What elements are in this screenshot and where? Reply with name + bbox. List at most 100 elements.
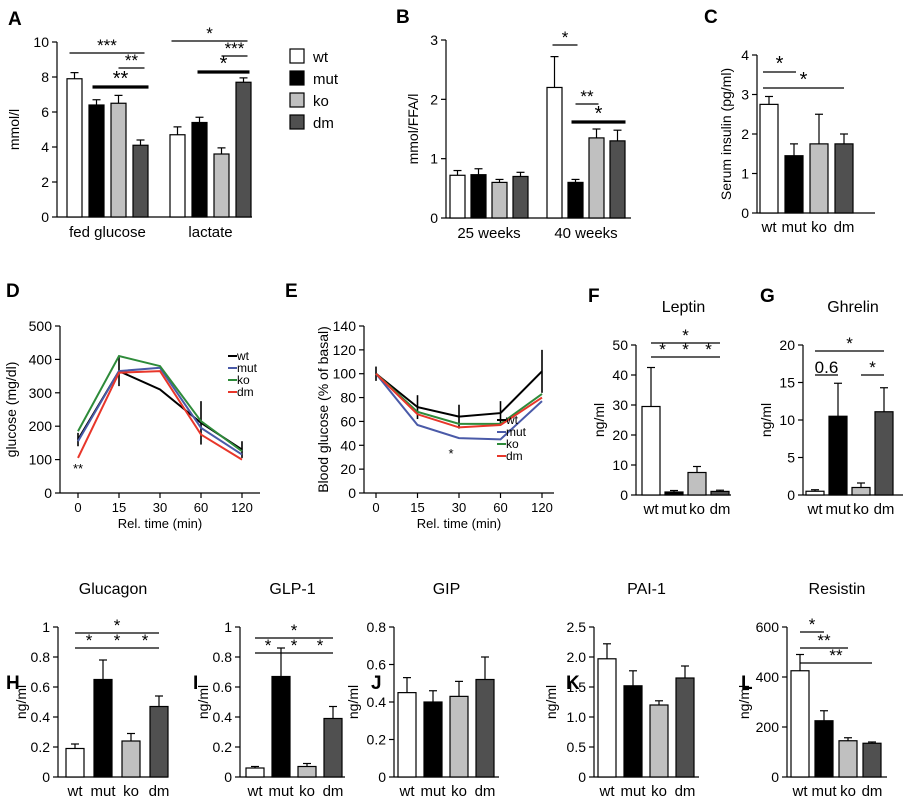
- panel-label-E: E: [285, 281, 298, 302]
- C-wt-bar: [759, 103, 779, 214]
- legend-label-wt: wt: [312, 49, 329, 66]
- A-wt-bar: [66, 78, 83, 218]
- A-ylabel: mmol/l: [6, 109, 22, 150]
- E-xtick-label: 0: [372, 500, 379, 515]
- B-sig-label: *: [562, 28, 569, 47]
- A-ytick-label: 4: [41, 139, 49, 155]
- D-xlabel: Rel. time (min): [118, 516, 203, 531]
- F-sig-label: *: [682, 326, 689, 345]
- L-wt-bar: [790, 670, 810, 778]
- L-ko-bar: [838, 740, 858, 778]
- B-mut-bar: [470, 174, 487, 219]
- A-sig-label: **: [125, 51, 139, 70]
- D-ytick-label: 500: [29, 318, 53, 334]
- K-ytick-label: 1.5: [567, 679, 587, 695]
- C-ytick-label: 4: [741, 47, 749, 63]
- H-ytick-label: 0: [42, 769, 50, 785]
- I-dm-bar: [323, 717, 343, 778]
- A-ytick-label: 2: [41, 174, 49, 190]
- G-mut-bar: [828, 415, 848, 496]
- E-xtick-label: 15: [410, 500, 424, 515]
- E-xlabel: Rel. time (min): [417, 516, 502, 531]
- A-ytick-label: 10: [33, 34, 49, 50]
- H-xtick-label: mut: [90, 783, 116, 800]
- A-mut-bar: [88, 104, 105, 218]
- legend-label-dm: dm: [313, 115, 334, 132]
- E-legend-label-wt: wt: [505, 413, 519, 427]
- G-sig-label: 0.6: [815, 358, 839, 377]
- E-legend-label-mut: mut: [506, 425, 527, 439]
- I-ytick-label: 0.8: [213, 649, 233, 665]
- E-ytick-label: 140: [333, 318, 357, 334]
- A-category-label: fed glucose: [69, 224, 146, 241]
- G-ytick-label: 10: [779, 412, 795, 428]
- K-xtick-label: dm: [675, 783, 696, 800]
- H-ytick-label: 0.2: [31, 739, 51, 755]
- E-ytick-label: 0: [348, 485, 356, 501]
- A-category-label: lactate: [188, 224, 232, 241]
- D-ytick-label: 300: [29, 385, 53, 401]
- C-dm-bar: [834, 143, 854, 214]
- panel-label-I: I: [193, 673, 198, 694]
- E-ytick-label: 60: [340, 413, 356, 429]
- A-ytick-label: 8: [41, 69, 49, 85]
- I-sig-label: *: [291, 636, 298, 655]
- F-xtick-label: dm: [710, 501, 731, 518]
- E-ylabel: Blood glucose (% of basal): [315, 326, 331, 493]
- C-xtick-label: wt: [761, 219, 778, 236]
- J-ytick-label: 0.8: [367, 619, 387, 635]
- G-ytick-label: 5: [787, 450, 795, 466]
- C-xtick-label: mut: [781, 219, 807, 236]
- F-sig-label: *: [682, 340, 689, 359]
- B-ytick-label: 3: [430, 32, 438, 48]
- K-xtick-label: ko: [651, 783, 667, 800]
- A-dm-bar: [132, 144, 149, 218]
- I-sig-label: *: [317, 636, 324, 655]
- C-ytick-label: 1: [741, 166, 749, 182]
- B-ko-bar: [491, 181, 508, 219]
- J-ytick-label: 0: [378, 769, 386, 785]
- panel-K: K PAI-1 0 0.5 1.0 1.5 2.0 2.5 ng/ml wt mut ko dm: [543, 581, 699, 800]
- C-ylabel: Serum insulin (pg/ml): [718, 68, 734, 200]
- H-wt-bar: [65, 747, 85, 778]
- F-ytick-label: 30: [612, 397, 628, 413]
- I-ylabel: ng/ml: [195, 685, 211, 719]
- J-ytick-label: 0.6: [367, 657, 387, 673]
- K-title: PAI-1: [627, 581, 666, 598]
- panel-D: D 0 100 200 300 400 500 glucose (mg/dl) 0 15 30 60 1…: [3, 281, 260, 531]
- G-xtick-label: wt: [807, 501, 824, 518]
- F-dm-bar: [710, 490, 730, 496]
- E-xtick-label: 120: [531, 500, 553, 515]
- G-ylabel: ng/ml: [758, 403, 774, 437]
- B-ytick-label: 1: [430, 151, 438, 167]
- panel-label-A: A: [8, 9, 22, 30]
- B-sig-label: **: [580, 87, 594, 106]
- G-xtick-label: ko: [853, 501, 869, 518]
- K-ytick-label: 1.0: [567, 709, 587, 725]
- G-ko-bar: [851, 486, 871, 496]
- F-ko-bar: [687, 471, 707, 496]
- H-ytick-label: 1: [42, 619, 50, 635]
- G-ytick-label: 0: [787, 487, 795, 503]
- G-ytick-label: 15: [779, 375, 795, 391]
- H-xtick-label: ko: [123, 783, 139, 800]
- B-ko-bar: [588, 137, 605, 219]
- K-ylabel: ng/ml: [543, 685, 559, 719]
- panel-label-B: B: [396, 7, 410, 28]
- F-ylabel: ng/ml: [591, 403, 607, 437]
- E-xtick-label: 30: [452, 500, 466, 515]
- K-ytick-label: 2.5: [567, 619, 587, 635]
- B-ylabel: mmol/FFA/l: [405, 94, 421, 165]
- D-legend-label-wt: wt: [236, 349, 250, 363]
- C-ytick-label: 3: [741, 87, 749, 103]
- legend-swatch-ko: [289, 92, 305, 108]
- E-series-ko: [375, 372, 543, 425]
- A-sig-label: **: [113, 68, 129, 90]
- I-ytick-label: 0.4: [213, 709, 233, 725]
- H-xtick-label: dm: [149, 783, 170, 800]
- A-dm-bar: [235, 81, 252, 218]
- H-sig-label: *: [114, 631, 121, 650]
